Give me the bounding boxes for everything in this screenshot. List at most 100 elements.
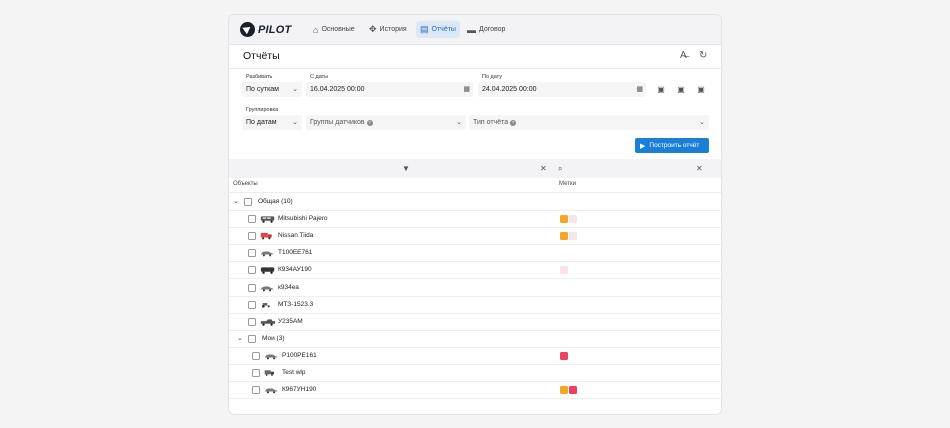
- nav-tab-label: История: [379, 26, 407, 33]
- object-checkbox[interactable]: [252, 369, 260, 377]
- split-select[interactable]: По суткам ⌄: [242, 82, 302, 97]
- page-title: Отчёты: [243, 50, 280, 62]
- divider: [229, 192, 721, 193]
- font-settings-icon[interactable]: A̶: [680, 50, 687, 61]
- col-header-tags: Метки: [559, 181, 576, 187]
- nav-tab-reports[interactable]: ▤ Отчёты: [416, 21, 460, 38]
- split-label: Разбивать: [246, 74, 273, 80]
- object-checkbox[interactable]: [252, 386, 260, 395]
- group-checkbox[interactable]: [248, 334, 256, 343]
- object-checkbox[interactable]: [248, 215, 256, 224]
- search-icon[interactable]: ⌕: [558, 163, 563, 173]
- object-name: Т100ЕЕ761: [278, 249, 313, 257]
- tag-chip[interactable]: [560, 266, 568, 275]
- report-type-placeholder: Тип отчёта: [473, 119, 509, 126]
- col-header-objects: Объекты: [233, 181, 258, 187]
- chevron-down-icon: ⌄: [699, 119, 705, 126]
- object-row[interactable]: У235АМ: [229, 314, 721, 331]
- tag-chip[interactable]: [569, 215, 577, 224]
- object-name: к934еа: [278, 283, 299, 291]
- vehicle-truck-icon: [264, 369, 276, 377]
- calendar-month-icon[interactable]: ▣: [677, 85, 685, 94]
- filter-bar: ▼ ✕ ⌕ ✕: [229, 159, 721, 178]
- tags-search-input[interactable]: [569, 159, 695, 178]
- from-date-input[interactable]: 16.04.2025 00:00 ▦: [306, 82, 473, 97]
- pilot-logo-icon: [240, 22, 255, 37]
- chevron-down-icon: ⌄: [456, 119, 462, 126]
- calendar-week-icon[interactable]: ▣: [657, 85, 665, 94]
- help-icon[interactable]: ?: [366, 119, 373, 126]
- object-name: Test wlp: [282, 369, 306, 376]
- chevron-down-icon: ⌄: [292, 86, 298, 93]
- vehicle-red-truck-icon: [260, 232, 274, 240]
- sensor-groups-select[interactable]: Группы датчиков ? ⌄: [306, 115, 466, 130]
- vehicle-sedan-icon: [264, 352, 278, 360]
- nav-tab-history[interactable]: ✥ История: [365, 21, 411, 38]
- object-row[interactable]: Т100ЕЕ761: [229, 245, 721, 263]
- clear-icon[interactable]: ✕: [696, 164, 703, 173]
- object-checkbox[interactable]: [248, 266, 256, 275]
- top-nav-bar: PILOT ⌂ Основные ✥ История ▤ Отчёты ▬ До…: [229, 15, 721, 45]
- vehicle-sedan-icon: [260, 249, 274, 257]
- object-name: К967УН190: [282, 386, 317, 394]
- objects-filter-input[interactable]: [415, 159, 549, 178]
- calendar-year-icon[interactable]: ▣: [697, 85, 705, 94]
- calendar-icon[interactable]: ▦: [636, 86, 643, 93]
- tag-chip[interactable]: [569, 386, 577, 395]
- build-report-button[interactable]: ▶ Построить отчёт: [635, 138, 709, 153]
- grouping-label: Группировка: [246, 107, 279, 113]
- group-label: Общая (10): [258, 198, 293, 205]
- object-row[interactable]: К967УН190: [229, 382, 721, 400]
- tag-chip[interactable]: [560, 232, 568, 241]
- clear-icon[interactable]: ✕: [540, 164, 547, 173]
- to-date-label: По дату: [482, 74, 503, 80]
- pilot-logo[interactable]: PILOT: [240, 21, 291, 38]
- nav-tab-contract[interactable]: ▬ Договор: [463, 21, 509, 38]
- vehicle-pickup-icon: [260, 318, 276, 326]
- from-date-label: С даты: [310, 74, 329, 80]
- chevron-down-icon[interactable]: ⌄: [237, 334, 243, 342]
- object-checkbox[interactable]: [252, 351, 260, 360]
- object-name: МТЗ-1523.3: [278, 300, 314, 308]
- route-icon: ✥: [369, 24, 377, 34]
- tag-chip[interactable]: [569, 232, 577, 241]
- vehicle-tractor-icon: [260, 301, 272, 309]
- filter-icon[interactable]: ▼: [402, 164, 410, 173]
- object-row[interactable]: К934АУ190: [229, 262, 721, 280]
- to-date-input[interactable]: 24.04.2025 00:00 ▦: [478, 82, 646, 97]
- object-checkbox[interactable]: [248, 249, 256, 258]
- object-row[interactable]: Р100РЕ161: [229, 348, 721, 365]
- tag-chip[interactable]: [560, 215, 568, 224]
- divider: [229, 68, 721, 69]
- vehicle-van-icon: [260, 266, 276, 275]
- object-name: Nissan Tiida: [278, 232, 314, 240]
- grouping-value: По датам: [246, 119, 277, 126]
- split-value: По суткам: [246, 86, 279, 93]
- object-name: К934АУ190: [278, 266, 312, 274]
- calendar-icon[interactable]: ▦: [463, 86, 470, 93]
- nav-tab-label: Отчёты: [431, 26, 456, 33]
- refresh-icon[interactable]: ↻: [699, 50, 708, 61]
- object-checkbox[interactable]: [248, 232, 256, 241]
- object-row[interactable]: Test wlp: [229, 365, 721, 382]
- report-type-select[interactable]: Тип отчёта ? ⌄: [469, 115, 709, 130]
- sensor-groups-placeholder: Группы датчиков: [310, 119, 365, 126]
- object-row[interactable]: МТЗ-1523.3: [229, 297, 721, 314]
- object-row[interactable]: к934еа: [229, 280, 721, 297]
- object-row[interactable]: Nissan Tiida: [229, 228, 721, 246]
- chevron-down-icon[interactable]: ⌄: [233, 198, 239, 205]
- group-row[interactable]: ⌄ Общая (10): [229, 194, 721, 211]
- object-row[interactable]: Mitsubishi Pajero: [229, 211, 721, 229]
- nav-tab-main[interactable]: ⌂ Основные: [309, 21, 359, 38]
- logo-text: PILOT: [258, 23, 292, 36]
- tag-chip[interactable]: [560, 386, 568, 395]
- group-row[interactable]: ⌄ Мои (3): [229, 331, 721, 348]
- help-icon[interactable]: ?: [510, 119, 517, 126]
- grouping-select[interactable]: По датам ⌄: [242, 115, 302, 130]
- object-checkbox[interactable]: [248, 283, 256, 292]
- object-checkbox[interactable]: [248, 317, 256, 326]
- tag-chip[interactable]: [560, 351, 568, 360]
- object-checkbox[interactable]: [248, 300, 256, 309]
- object-name: Mitsubishi Pajero: [278, 215, 328, 223]
- group-checkbox[interactable]: [244, 198, 252, 206]
